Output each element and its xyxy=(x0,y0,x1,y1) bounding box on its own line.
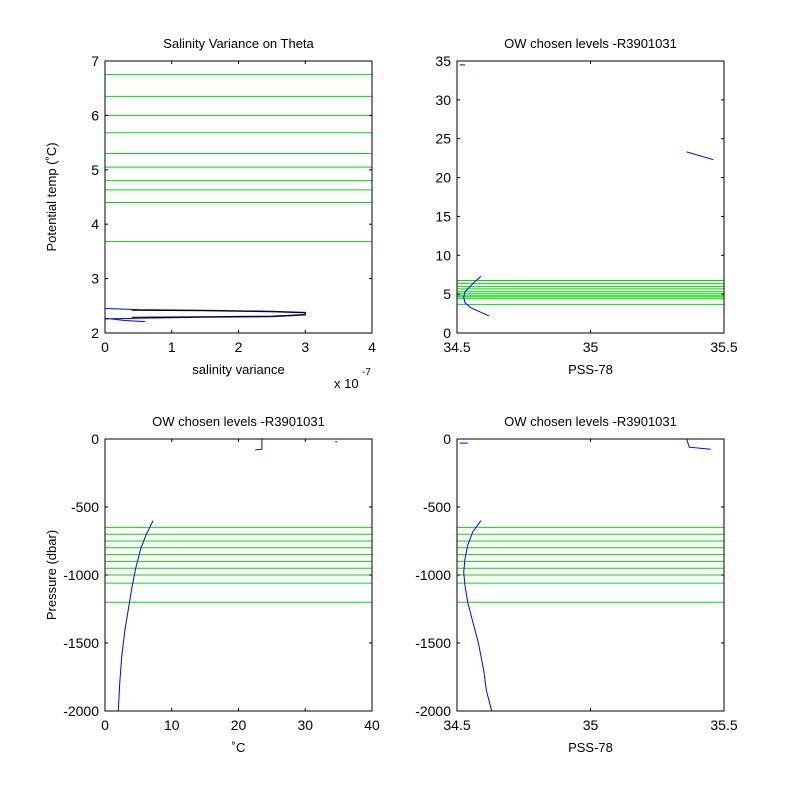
chart-1-x-axis-label: PSS-78 xyxy=(568,362,613,377)
chart-3-series-line-1 xyxy=(686,438,711,450)
chart-2-x-tick-label-2: 20 xyxy=(231,717,247,733)
chart-2-title: OW chosen levels -R3901031 xyxy=(152,414,325,429)
chart-2-x-tick-label-0: 0 xyxy=(101,717,109,733)
chart-1-y-tick-label-4: 20 xyxy=(435,170,451,186)
chart-0-x-tick-label-0: 0 xyxy=(101,339,109,355)
panel-pressure-vs-theta: 0 10 20 30 40 -2000 -1500 -1000 -500 0 OW chosen l… xyxy=(44,414,380,755)
chart-0-title: Salinity Variance on Theta xyxy=(163,36,314,51)
chart-0-x-tick-label-3: 3 xyxy=(301,339,309,355)
chart-0-x-tick-label-4: 4 xyxy=(368,339,376,355)
chart-0-plot-area xyxy=(105,61,372,333)
chart-0-x-multiplier-exponent: -7 xyxy=(362,367,371,378)
panel-salinity-variance: 0 1 2 3 4 2 3 4 5 6 7 Salinity Variance on Theta sal… xyxy=(44,36,376,391)
chart-1-x-tick-label-1: 35 xyxy=(583,339,599,355)
chart-2-x-tick-label-4: 40 xyxy=(364,717,380,733)
chart-2-y-tick-label-3: -500 xyxy=(71,499,99,515)
chart-0-x-tick-label-2: 2 xyxy=(235,339,243,355)
chart-0-series-line-1 xyxy=(131,309,306,318)
chart-0-y-tick-label-1: 3 xyxy=(91,271,99,287)
panel-theta-vs-salinity: 34.5 35 35.5 0 5 10 15 20 25 30 35 OW chosen levels… xyxy=(435,36,737,377)
chart-3-y-tick-label-0: -2000 xyxy=(415,703,451,719)
chart-3-x-tick-label-2: 35.5 xyxy=(710,717,737,733)
chart-2-x-tick-label-3: 30 xyxy=(297,717,313,733)
chart-1-y-tick-label-7: 35 xyxy=(435,53,451,69)
chart-1-y-tick-label-0: 0 xyxy=(443,325,451,341)
chart-1-x-tick-label-0: 34.5 xyxy=(443,339,470,355)
panel-pressure-vs-salinity: 34.5 35 35.5 -2000 -1500 -1000 -500 0 OW chosen … xyxy=(415,414,738,755)
chart-0-x-tick-label-1: 1 xyxy=(168,339,176,355)
chart-3-x-tick-label-1: 35 xyxy=(583,717,599,733)
chart-0-y-tick-label-4: 6 xyxy=(91,107,99,123)
chart-2-y-tick-label-0: -2000 xyxy=(63,703,99,719)
chart-2-y-axis-label: Pressure (dbar) xyxy=(44,530,59,620)
chart-3-y-tick-label-1: -1500 xyxy=(415,635,451,651)
chart-0-y-tick-label-5: 7 xyxy=(91,53,99,69)
chart-2-x-tick-label-1: 10 xyxy=(164,717,180,733)
chart-2-y-tick-label-2: -1000 xyxy=(63,567,99,583)
chart-3-title: OW chosen levels -R3901031 xyxy=(504,414,677,429)
chart-3-y-tick-label-2: -1000 xyxy=(415,567,451,583)
chart-1-x-tick-label-2: 35.5 xyxy=(710,339,737,355)
chart-3-y-tick-label-3: -500 xyxy=(423,499,451,515)
chart-3-x-axis-label: PSS-78 xyxy=(568,740,613,755)
chart-1-title: OW chosen levels -R3901031 xyxy=(504,36,677,51)
chart-1-y-tick-label-3: 15 xyxy=(435,208,451,224)
chart-0-x-multiplier-label: x 10 xyxy=(334,376,359,391)
chart-3-y-tick-label-4: 0 xyxy=(443,431,451,447)
chart-2-series-line-1 xyxy=(255,439,263,451)
chart-0-y-axis-label: Potential temp (˚C) xyxy=(44,142,59,251)
chart-1-series-line-1 xyxy=(686,151,714,161)
chart-1-y-tick-label-2: 10 xyxy=(435,247,451,263)
chart-0-x-axis-label: salinity variance xyxy=(192,362,285,377)
chart-1-y-tick-label-1: 5 xyxy=(443,286,451,302)
chart-3-series-line-0 xyxy=(463,520,493,712)
chart-2-y-tick-label-4: 0 xyxy=(91,431,99,447)
chart-3-x-tick-label-0: 34.5 xyxy=(443,717,470,733)
chart-2-y-tick-label-1: -1500 xyxy=(63,635,99,651)
chart-0-y-tick-label-2: 4 xyxy=(91,216,99,232)
chart-1-y-tick-label-6: 30 xyxy=(435,92,451,108)
chart-2-x-axis-label: ˚C xyxy=(232,740,246,755)
chart-1-plot-area xyxy=(457,61,724,333)
chart-0-y-tick-label-3: 5 xyxy=(91,162,99,178)
chart-2-series-line-0 xyxy=(117,520,154,712)
chart-1-series-line-0 xyxy=(463,275,490,317)
chart-1-y-tick-label-5: 25 xyxy=(435,131,451,147)
chart-0-y-tick-label-0: 2 xyxy=(91,325,99,341)
